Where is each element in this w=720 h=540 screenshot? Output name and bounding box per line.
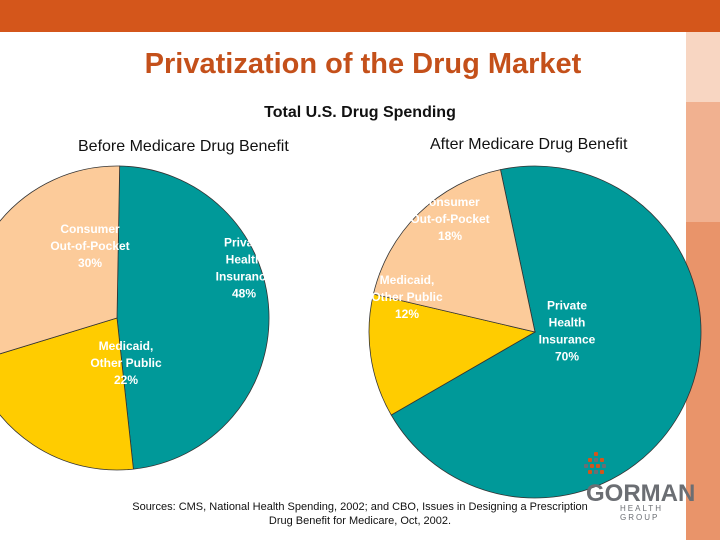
logo-dot	[600, 458, 604, 462]
logo-dot	[594, 452, 598, 456]
side-accent-strip	[686, 32, 720, 102]
slice-label: Private Health Insurance 70%	[539, 299, 596, 364]
gorman-logo: GORMAN HEALTH GROUP	[580, 452, 695, 522]
pie-title-after: After Medicare Drug Benefit	[430, 136, 628, 153]
pie-title-before: Before Medicare Drug Benefit	[78, 138, 289, 155]
chart-subtitle: Total U.S. Drug Spending	[264, 104, 456, 121]
logo-wordmark: GORMAN	[586, 480, 696, 507]
logo-dot	[594, 470, 598, 474]
slice-label: Medicaid, Other Public 22%	[90, 339, 162, 387]
logo-dot	[590, 464, 594, 468]
logo-dots-icon	[584, 452, 608, 482]
logo-dot	[588, 458, 592, 462]
top-accent-bar	[0, 0, 720, 32]
page-title: Privatization of the Drug Market	[144, 48, 582, 80]
logo-dot	[600, 470, 604, 474]
logo-dot	[584, 464, 588, 468]
pie-slice	[368, 293, 537, 416]
pie-slice	[0, 317, 134, 471]
pie-slice	[390, 165, 702, 499]
sources-note: Sources: CMS, National Health Spending, …	[60, 500, 660, 528]
slice-label: Consumer Out-of-Pocket 30%	[50, 222, 129, 270]
side-accent-strip	[686, 102, 720, 222]
pie-slice	[116, 165, 270, 470]
slice-label: Medicaid, Other Public 12%	[371, 273, 443, 321]
sources-line: Sources: CMS, National Health Spending, …	[132, 501, 588, 513]
pie-slice	[372, 169, 536, 333]
slice-label: Private Health Insurance 48%	[216, 236, 273, 301]
logo-dot	[588, 470, 592, 474]
logo-dot	[602, 464, 606, 468]
slice-label: Consumer Out-of-Pocket 18%	[410, 195, 489, 243]
logo-dot	[594, 458, 598, 462]
logo-dot	[596, 464, 600, 468]
pie-slice	[0, 165, 121, 355]
logo-tagline: HEALTH GROUP	[620, 504, 663, 522]
sources-line: Drug Benefit for Medicare, Oct, 2002.	[268, 515, 452, 527]
